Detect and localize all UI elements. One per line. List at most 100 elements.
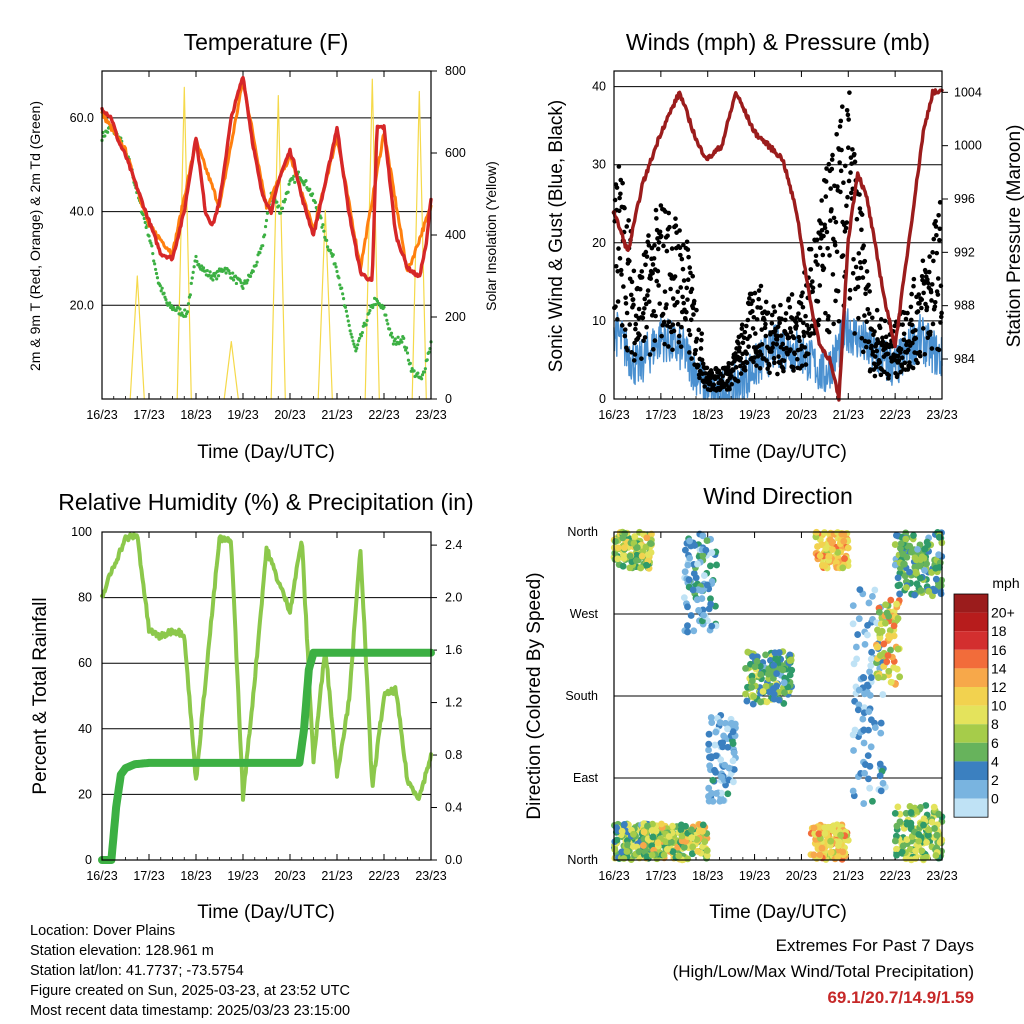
colorbar-title: mph	[992, 575, 1019, 591]
dewpoint-point	[347, 323, 351, 327]
direction-point	[902, 535, 910, 543]
gust-point	[700, 361, 706, 367]
gust-point	[826, 329, 832, 335]
gust-point	[645, 293, 650, 298]
gust-point	[859, 227, 864, 233]
y-right-tick-label: 0	[445, 392, 452, 406]
direction-point	[689, 850, 696, 857]
direction-point	[764, 670, 772, 678]
gust-point	[833, 298, 838, 304]
gust-point	[623, 301, 629, 306]
gust-point	[936, 212, 941, 218]
gust-point	[665, 233, 670, 239]
gust-point	[933, 224, 939, 229]
gust-point	[868, 367, 873, 372]
direction-point	[700, 572, 708, 579]
gust-point	[871, 361, 877, 366]
gust-point	[775, 324, 781, 330]
gust-point	[910, 340, 915, 346]
direction-point	[893, 851, 900, 859]
gust-point	[646, 243, 652, 248]
dewpoint-point	[410, 366, 414, 371]
gust-point	[639, 356, 644, 361]
gust-point	[851, 256, 856, 262]
direction-point	[699, 821, 707, 829]
dewpoint-point	[263, 224, 268, 229]
solar-insolation-line	[129, 275, 145, 400]
gust-point	[792, 351, 797, 357]
gust-point	[895, 372, 900, 378]
gust-point	[648, 276, 654, 281]
gust-point	[677, 245, 683, 251]
gust-point	[783, 317, 788, 323]
dewpoint-point	[254, 263, 258, 267]
direction-point	[675, 852, 683, 860]
dewpoint-point	[340, 286, 344, 290]
dewpoint-point	[304, 178, 308, 183]
gust-point	[685, 297, 690, 302]
gust-point	[909, 322, 915, 328]
gust-point	[816, 317, 822, 323]
gust-point	[842, 163, 848, 169]
dewpoint-point	[178, 307, 182, 311]
direction-point	[730, 766, 738, 773]
dewpoint-point	[234, 281, 239, 286]
gust-point	[771, 355, 777, 361]
dewpoint-point	[265, 211, 270, 215]
direction-point	[912, 569, 920, 577]
dewpoint-point	[405, 351, 410, 355]
dewpoint-point	[420, 373, 425, 377]
gust-point	[698, 346, 704, 351]
direction-point	[618, 848, 626, 856]
dewpoint-point	[425, 358, 429, 362]
gust-point	[659, 333, 664, 339]
gust-point	[793, 319, 799, 325]
gust-point	[758, 305, 763, 310]
dewpoint-point	[149, 241, 153, 245]
colorbar-cell	[954, 612, 988, 632]
gust-point	[696, 363, 701, 368]
direction-point	[912, 847, 920, 855]
gust-point	[618, 191, 623, 197]
gust-point	[639, 275, 645, 280]
temperature-panel: Temperature (F) Time (Day/UTC) 2m & 9m T…	[27, 29, 499, 463]
gust-point	[778, 333, 784, 338]
direction-point	[816, 851, 824, 859]
colorbar-cell	[954, 780, 988, 799]
gust-point	[627, 258, 632, 264]
y-right-tick-label: 1.2	[445, 696, 462, 710]
latest-timestamp: Most recent data timestamp: 2025/03/23 2…	[30, 1003, 351, 1019]
colorbar-label: 8	[991, 716, 999, 732]
direction-point	[658, 820, 665, 828]
direction-point	[869, 593, 876, 600]
gust-point	[857, 260, 863, 265]
gust-point	[738, 356, 744, 361]
dewpoint-point	[385, 318, 389, 322]
direction-point	[860, 800, 868, 807]
colorbar-label: 18	[991, 623, 1007, 639]
dewpoint-point	[275, 200, 279, 204]
direction-point	[907, 809, 915, 816]
gust-point	[650, 262, 656, 267]
winds-xlabel: Time (Day/UTC)	[709, 442, 847, 463]
gust-point	[657, 229, 663, 235]
relative-humidity-line	[100, 532, 433, 802]
direction-point	[757, 698, 764, 706]
gust-point	[744, 323, 749, 329]
y-tick-label: 20.0	[70, 298, 94, 312]
gust-point	[704, 365, 710, 371]
direction-point	[647, 540, 655, 547]
direction-point	[925, 587, 933, 595]
gust-point	[781, 368, 786, 374]
direction-point	[887, 596, 895, 604]
gust-point	[699, 357, 705, 363]
dewpoint-point	[427, 350, 431, 354]
gust-point	[763, 321, 768, 327]
gust-point	[711, 382, 717, 387]
direction-point	[705, 740, 713, 748]
dewpoint-point	[357, 336, 362, 340]
gust-point	[759, 342, 765, 347]
x-tick-label: 23/23	[926, 869, 957, 883]
x-tick-label: 17/23	[645, 408, 676, 422]
